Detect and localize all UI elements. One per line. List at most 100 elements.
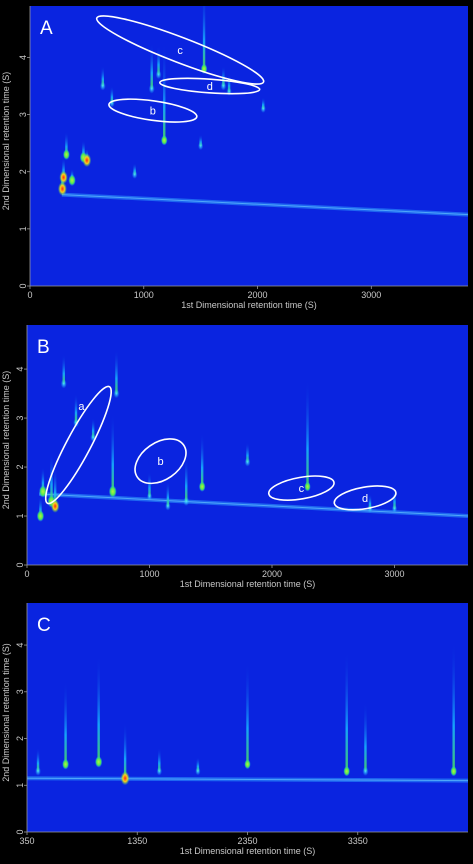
y-tick-label: 1 xyxy=(18,226,28,231)
y-tick-label: 2 xyxy=(15,465,25,470)
peak-spot xyxy=(60,379,67,389)
peak xyxy=(131,163,138,179)
peak-spot xyxy=(35,766,41,776)
peak xyxy=(165,481,171,511)
peak xyxy=(160,43,168,146)
x-tick-label: 3350 xyxy=(348,836,368,846)
peak-spot xyxy=(68,174,76,187)
peak-tail xyxy=(200,432,204,487)
peak-tail xyxy=(133,163,136,175)
peak xyxy=(198,432,206,492)
peak-spot xyxy=(391,504,398,513)
y-tick-label: 0 xyxy=(18,283,28,288)
y-tick-label: 2 xyxy=(18,169,28,174)
peak-spot xyxy=(226,87,232,96)
peak xyxy=(108,413,117,498)
peak xyxy=(362,701,369,776)
y-tick-label: 3 xyxy=(18,112,28,117)
baseline-core xyxy=(39,493,468,517)
peak-tail xyxy=(157,46,160,75)
peak-tail xyxy=(306,378,309,487)
baseline-core xyxy=(27,777,468,782)
region-label: b xyxy=(150,106,156,118)
peak xyxy=(73,393,79,428)
peak xyxy=(38,467,47,498)
peak-tail xyxy=(64,680,67,765)
plot-content xyxy=(57,6,468,217)
y-tick-label: 1 xyxy=(15,783,25,788)
peak-tail xyxy=(110,86,114,104)
peak-spot xyxy=(94,756,103,768)
y-axis-title: 2nd Dimensional retention time (S) xyxy=(1,371,11,510)
panel-a: c d b A 0 1000 2000 3000 0 1 2 3 4 1st Dimensional re… xyxy=(1,6,468,310)
peak xyxy=(148,43,155,94)
region-ellipse-outline xyxy=(333,485,397,511)
peak xyxy=(195,757,201,776)
peak xyxy=(113,349,120,399)
peak-tail xyxy=(345,649,348,772)
peak-tail xyxy=(222,66,225,86)
peak-spot xyxy=(120,771,130,786)
region-label: c xyxy=(299,483,305,495)
region-ellipse-b: b xyxy=(134,438,187,485)
peak-tail xyxy=(166,481,170,507)
peak-spot xyxy=(108,485,117,498)
peak-tail xyxy=(62,157,65,178)
y-tick-label: 3 xyxy=(15,416,25,421)
peak-tail xyxy=(199,134,202,146)
plot-background xyxy=(30,6,468,286)
peak xyxy=(146,471,153,501)
region-ellipse-c: c xyxy=(267,475,335,501)
peak-tail xyxy=(39,496,42,517)
peak-spot xyxy=(260,104,266,113)
x-axis-title: 1st Dimensional retention time (S) xyxy=(181,300,317,310)
peak xyxy=(68,168,76,187)
region-ellipse-a: a xyxy=(44,385,112,505)
peak-spot xyxy=(38,485,47,498)
peak-tail xyxy=(202,6,206,69)
x-tick-label: 1000 xyxy=(134,290,154,300)
peak-tail xyxy=(111,413,114,492)
x-tick-label: 350 xyxy=(19,836,34,846)
region-label: b xyxy=(157,456,163,468)
peak xyxy=(36,496,45,522)
peak-spot xyxy=(343,766,351,777)
peak-tail xyxy=(148,471,151,497)
region-ellipse-d: d xyxy=(159,77,261,95)
peak-spot xyxy=(155,70,162,80)
region-ellipse-outline xyxy=(108,98,198,123)
peak xyxy=(343,649,351,777)
y-tick-label: 1 xyxy=(15,514,25,519)
x-tick-label: 0 xyxy=(27,290,32,300)
peak xyxy=(99,66,106,91)
peak-spot xyxy=(113,388,120,399)
peak-tail xyxy=(196,757,200,772)
x-tick-label: 2350 xyxy=(237,836,257,846)
y-axis-title: 2nd Dimensional retention time (S) xyxy=(1,72,11,211)
panel-c: C 350 1350 2350 3350 0 1 2 3 4 1st Dimensional ret… xyxy=(1,603,468,856)
peak xyxy=(450,640,457,777)
peak-spot xyxy=(36,510,45,522)
region-label: d xyxy=(207,81,213,93)
x-axis-title: 1st Dimensional retention time (S) xyxy=(180,846,316,856)
panel-letter: A xyxy=(40,18,53,39)
peak-tail xyxy=(368,493,372,509)
y-tick-label: 3 xyxy=(15,689,25,694)
region-ellipse-outline xyxy=(159,77,261,95)
peak-tail xyxy=(393,489,396,509)
x-tick-label: 0 xyxy=(24,569,29,579)
x-tick-label: 3000 xyxy=(361,290,381,300)
region-ellipse-d: d xyxy=(333,485,397,511)
peak-spot xyxy=(160,135,168,146)
peak-spot xyxy=(148,84,155,94)
region-label: c xyxy=(177,45,183,57)
peak-tail xyxy=(74,393,78,423)
x-tick-label: 2000 xyxy=(262,569,282,579)
peak-spot xyxy=(59,170,68,185)
peak-spot xyxy=(304,481,311,492)
peak-tail xyxy=(36,747,40,772)
peak xyxy=(50,467,60,513)
peak xyxy=(198,134,204,151)
panel-b: a b c d B 0 1000 2000 3000 0 1 2 3 4 1st Dimensional r… xyxy=(1,325,468,589)
